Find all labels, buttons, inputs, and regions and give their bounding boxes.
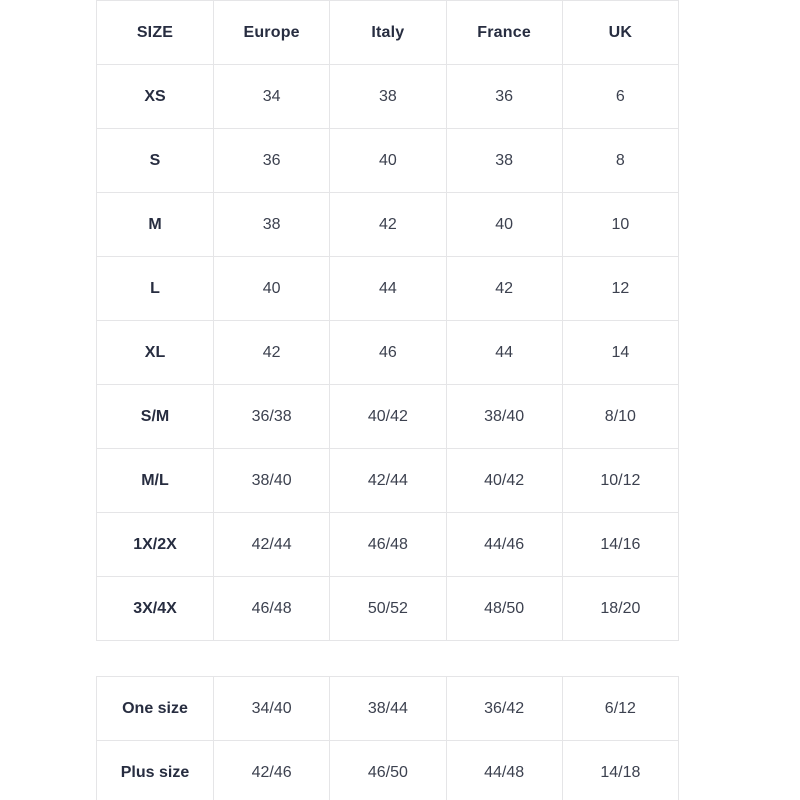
row-label: S	[96, 128, 214, 193]
cell-europe: 38	[212, 192, 331, 257]
cell-france: 36	[445, 64, 563, 129]
cell-italy: 40	[329, 128, 447, 193]
cell-italy: 40/42	[329, 384, 447, 449]
table-row: S/M 36/38 40/42 38/40 8/10	[96, 384, 680, 449]
cell-europe: 38/40	[212, 448, 331, 513]
cell-italy: 46	[329, 320, 447, 385]
column-header-italy: Italy	[329, 0, 447, 65]
cell-europe: 42/44	[212, 512, 331, 577]
cell-europe: 42	[212, 320, 331, 385]
cell-france: 48/50	[445, 576, 563, 641]
size-chart-stack: SIZE Europe Italy France UK XS 34 38 36 …	[96, 0, 680, 800]
cell-europe: 36/38	[212, 384, 331, 449]
column-header-uk: UK	[561, 0, 680, 65]
table-row: M 38 42 40 10	[96, 192, 680, 257]
cell-italy: 38/44	[329, 676, 447, 741]
cell-europe: 46/48	[212, 576, 331, 641]
cell-uk: 8	[561, 128, 680, 193]
cell-italy: 50/52	[329, 576, 447, 641]
cell-france: 44/48	[445, 740, 563, 800]
cell-france: 38	[445, 128, 563, 193]
cell-europe: 42/46	[212, 740, 331, 800]
cell-france: 36/42	[445, 676, 563, 741]
row-label: 1X/2X	[96, 512, 214, 577]
cell-france: 40	[445, 192, 563, 257]
cell-uk: 10	[561, 192, 680, 257]
main-size-table: SIZE Europe Italy France UK XS 34 38 36 …	[96, 0, 680, 641]
cell-uk: 6	[561, 64, 680, 129]
row-label: XL	[96, 320, 214, 385]
cell-france: 38/40	[445, 384, 563, 449]
row-label: S/M	[96, 384, 214, 449]
cell-italy: 46/50	[329, 740, 447, 800]
cell-europe: 34/40	[212, 676, 331, 741]
cell-uk: 8/10	[561, 384, 680, 449]
cell-uk: 14	[561, 320, 680, 385]
cell-uk: 18/20	[561, 576, 680, 641]
table-row: Plus size 42/46 46/50 44/48 14/18	[96, 740, 680, 800]
cell-france: 42	[445, 256, 563, 321]
cell-france: 40/42	[445, 448, 563, 513]
cell-france: 44/46	[445, 512, 563, 577]
column-header-size: SIZE	[96, 0, 214, 65]
row-label: M	[96, 192, 214, 257]
table-row: S 36 40 38 8	[96, 128, 680, 193]
row-label: M/L	[96, 448, 214, 513]
column-header-france: France	[445, 0, 563, 65]
column-header-europe: Europe	[212, 0, 331, 65]
cell-europe: 34	[212, 64, 331, 129]
table-row: 1X/2X 42/44 46/48 44/46 14/16	[96, 512, 680, 577]
cell-italy: 42	[329, 192, 447, 257]
row-label: L	[96, 256, 214, 321]
cell-italy: 44	[329, 256, 447, 321]
cell-uk: 6/12	[561, 676, 680, 741]
row-label: Plus size	[96, 740, 214, 800]
row-label: One size	[96, 676, 214, 741]
table-header-row: SIZE Europe Italy France UK	[96, 0, 680, 65]
cell-uk: 14/18	[561, 740, 680, 800]
cell-uk: 14/16	[561, 512, 680, 577]
cell-uk: 12	[561, 256, 680, 321]
secondary-size-table: One size 34/40 38/44 36/42 6/12 Plus siz…	[96, 676, 680, 800]
table-row: One size 34/40 38/44 36/42 6/12	[96, 676, 680, 741]
table-row: XS 34 38 36 6	[96, 64, 680, 129]
table-separator-gap	[96, 641, 678, 676]
cell-italy: 46/48	[329, 512, 447, 577]
row-label: XS	[96, 64, 214, 129]
table-row: M/L 38/40 42/44 40/42 10/12	[96, 448, 680, 513]
cell-europe: 36	[212, 128, 331, 193]
row-label: 3X/4X	[96, 576, 214, 641]
cell-italy: 42/44	[329, 448, 447, 513]
table-row: XL 42 46 44 14	[96, 320, 680, 385]
cell-france: 44	[445, 320, 563, 385]
table-row: L 40 44 42 12	[96, 256, 680, 321]
cell-italy: 38	[329, 64, 447, 129]
cell-europe: 40	[212, 256, 331, 321]
cell-uk: 10/12	[561, 448, 680, 513]
table-row: 3X/4X 46/48 50/52 48/50 18/20	[96, 576, 680, 641]
